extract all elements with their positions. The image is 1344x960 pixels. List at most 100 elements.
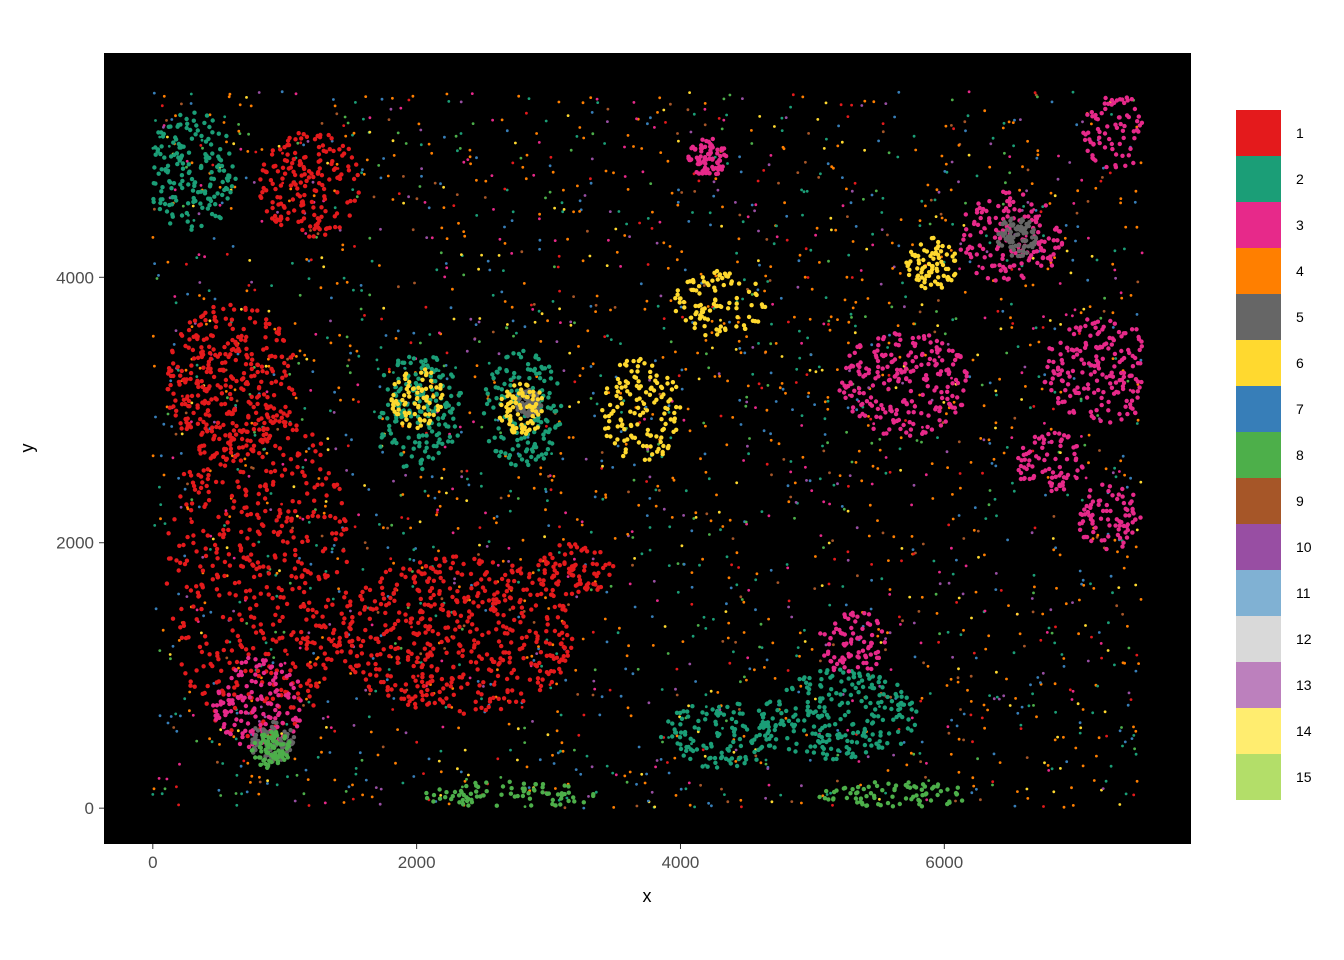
cell-point-cluster-2 (517, 453, 522, 458)
cell-point-cluster-2 (708, 211, 712, 215)
cell-point-cluster-4 (161, 628, 165, 632)
cell-point-cluster-1 (430, 692, 435, 697)
cell-point-cluster-1 (507, 660, 512, 665)
cell-point-cluster-1 (237, 638, 242, 643)
cell-point-cluster-8 (705, 352, 708, 356)
cell-point-cluster-1 (846, 115, 850, 118)
cell-point-cluster-4 (438, 504, 442, 508)
cell-point-cluster-7 (738, 398, 742, 402)
cell-point-cluster-1 (787, 320, 790, 324)
cell-point-cluster-1 (569, 591, 575, 596)
cell-point-cluster-8 (499, 776, 503, 779)
cell-point-cluster-4 (987, 438, 991, 442)
cell-point-cluster-10 (937, 190, 941, 194)
cell-point-cluster-4 (701, 557, 704, 561)
cell-point-cluster-1 (290, 661, 296, 666)
cell-point-cluster-9 (532, 621, 536, 624)
cell-point-cluster-1 (310, 459, 315, 464)
cell-point-cluster-6 (724, 610, 728, 613)
cell-point-cluster-1 (322, 514, 327, 520)
cell-point-cluster-2 (691, 211, 694, 214)
cell-point-cluster-3 (496, 563, 500, 567)
cell-point-cluster-7 (635, 782, 638, 786)
cell-point-cluster-6 (463, 748, 467, 752)
cell-point-cluster-2 (431, 443, 436, 449)
cell-point-cluster-2 (901, 281, 904, 285)
cell-point-cluster-1 (279, 523, 285, 529)
cell-point-cluster-7 (756, 288, 760, 292)
cell-point-cluster-1 (480, 600, 485, 605)
cell-point-cluster-2 (793, 749, 798, 754)
cell-point-cluster-2 (395, 362, 400, 368)
cell-point-cluster-3 (399, 106, 403, 110)
cell-point-cluster-4 (451, 287, 454, 291)
cell-point-cluster-2 (1034, 326, 1038, 330)
cell-point-cluster-4 (437, 490, 441, 494)
cell-point-cluster-1 (215, 653, 220, 659)
cell-point-cluster-3 (224, 509, 228, 513)
cell-point-cluster-2 (728, 761, 733, 766)
cell-point-cluster-1 (236, 334, 241, 340)
cell-point-cluster-4 (250, 421, 254, 425)
cell-point-cluster-4 (349, 672, 352, 675)
cell-point-cluster-7 (298, 556, 301, 560)
cell-point-cluster-1 (323, 575, 328, 580)
cell-point-cluster-10 (947, 581, 951, 585)
cell-point-cluster-1 (380, 591, 385, 597)
cell-point-cluster-7 (1075, 123, 1079, 127)
cell-point-cluster-2 (189, 227, 194, 232)
cell-point-cluster-8 (523, 741, 527, 744)
cell-point-cluster-1 (524, 634, 529, 640)
cell-point-cluster-9 (1013, 416, 1017, 420)
cell-point-cluster-6 (962, 224, 966, 227)
cell-point-cluster-2 (418, 461, 423, 466)
cell-point-cluster-4 (344, 134, 348, 138)
cell-point-cluster-6 (190, 401, 194, 405)
cell-point-cluster-1 (268, 178, 274, 183)
cell-point-cluster-2 (1032, 573, 1036, 577)
cell-point-cluster-3 (800, 341, 803, 345)
cell-point-cluster-8 (632, 478, 636, 482)
cell-point-cluster-1 (441, 579, 446, 584)
cell-point-cluster-4 (637, 503, 641, 507)
cell-point-cluster-4 (580, 523, 584, 527)
cell-point-cluster-4 (1062, 735, 1065, 739)
cell-point-cluster-4 (920, 595, 924, 599)
cell-point-cluster-7 (593, 414, 596, 418)
cell-point-cluster-1 (302, 183, 308, 189)
cell-point-cluster-1 (192, 684, 197, 689)
cell-point-cluster-1 (222, 559, 228, 565)
cell-point-cluster-1 (291, 535, 296, 540)
cell-point-cluster-4 (1081, 708, 1085, 711)
cell-point-cluster-4 (704, 424, 707, 428)
cell-point-cluster-2 (620, 410, 623, 414)
cell-point-cluster-1 (244, 421, 249, 427)
cell-point-cluster-1 (226, 354, 231, 360)
cell-point-cluster-10 (307, 631, 311, 635)
cell-point-cluster-2 (1047, 626, 1051, 630)
cell-point-cluster-10 (800, 784, 803, 788)
cell-point-cluster-4 (1119, 201, 1122, 205)
cell-point-cluster-4 (561, 749, 565, 753)
cell-point-cluster-1 (280, 337, 286, 343)
cell-point-cluster-4 (726, 379, 729, 383)
cell-point-cluster-8 (462, 273, 466, 277)
cell-point-cluster-2 (853, 685, 858, 691)
cell-point-cluster-3 (846, 728, 850, 732)
cell-point-cluster-1 (307, 234, 312, 239)
cell-point-cluster-9 (705, 512, 709, 516)
cell-point-cluster-1 (521, 656, 526, 661)
cell-point-cluster-2 (995, 695, 999, 699)
cell-point-cluster-4 (430, 151, 434, 155)
cell-point-cluster-3 (819, 534, 823, 537)
cell-point-cluster-2 (704, 745, 709, 751)
cell-point-cluster-2 (760, 510, 764, 513)
cell-point-cluster-2 (195, 190, 201, 195)
cell-point-cluster-4 (1053, 738, 1057, 742)
cell-point-cluster-8 (1008, 171, 1012, 175)
cell-point-cluster-2 (219, 163, 225, 169)
cell-point-cluster-2 (784, 708, 789, 714)
cell-point-cluster-1 (339, 611, 344, 616)
cell-point-cluster-2 (731, 739, 736, 745)
cell-point-cluster-1 (564, 624, 569, 629)
